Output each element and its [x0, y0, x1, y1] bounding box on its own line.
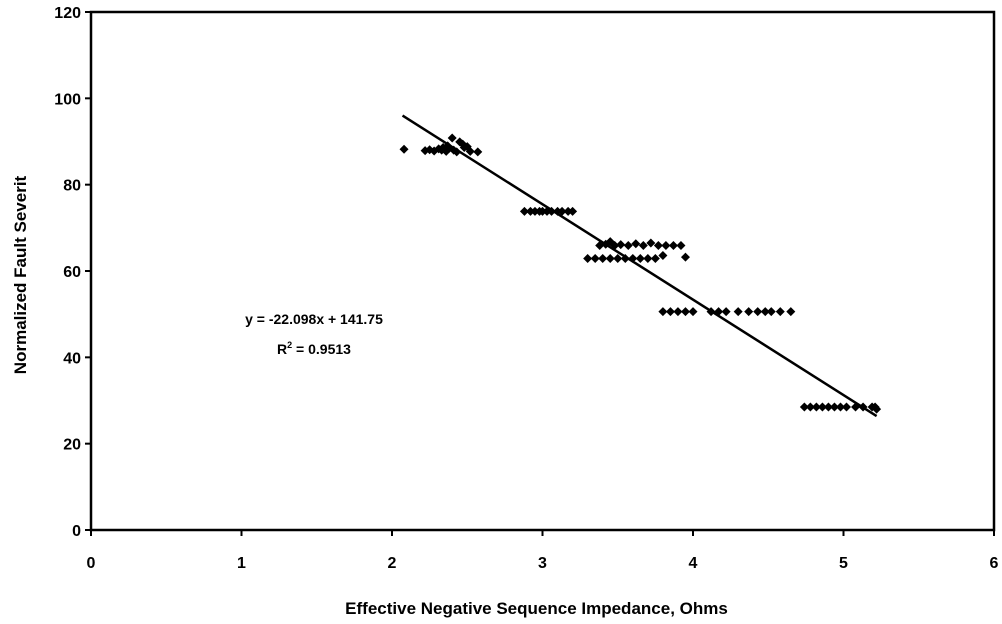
y-axis-title: Normalized Fault Severit	[11, 175, 30, 374]
data-point	[799, 402, 809, 412]
data-point	[519, 206, 529, 216]
plot-area-border	[89, 10, 996, 532]
data-point	[733, 307, 743, 317]
data-point	[613, 253, 623, 263]
data-point	[568, 206, 578, 216]
data-point	[583, 253, 593, 263]
data-point	[706, 307, 716, 317]
data-point	[465, 146, 475, 156]
r-squared-value: = 0.9513	[292, 341, 351, 357]
data-point	[786, 307, 796, 317]
data-point	[628, 253, 638, 263]
data-point	[673, 307, 683, 317]
data-point	[653, 241, 663, 251]
data-point	[605, 253, 615, 263]
data-point	[661, 241, 671, 251]
data-point	[646, 238, 656, 248]
data-point	[753, 307, 763, 317]
r-squared-superscript: 2	[287, 340, 292, 350]
r-squared-prefix: R	[277, 341, 287, 357]
data-point	[823, 402, 833, 412]
data-point	[635, 253, 645, 263]
data-point	[620, 253, 630, 263]
data-point	[643, 253, 653, 263]
data-point	[610, 241, 620, 251]
x-tick-label: 0	[87, 555, 96, 572]
y-tick-label: 0	[72, 523, 81, 540]
data-point	[623, 241, 633, 251]
x-axis-title: Effective Negative Sequence Impedance, O…	[345, 599, 728, 618]
data-point	[665, 307, 675, 317]
data-point	[547, 206, 557, 216]
data-point	[538, 206, 547, 216]
r-squared-label: R2 = 0.9513	[277, 340, 351, 357]
data-point	[817, 402, 827, 412]
x-tick-label: 2	[388, 555, 397, 572]
data-point	[851, 402, 861, 412]
data-point	[616, 240, 626, 250]
data-point	[525, 206, 535, 216]
data-point	[835, 402, 845, 412]
data-point	[668, 241, 678, 251]
data-point	[399, 144, 409, 154]
data-point	[557, 206, 567, 216]
x-tick-label: 6	[990, 555, 999, 572]
data-point	[631, 239, 641, 249]
data-point	[760, 307, 770, 317]
data-point	[680, 307, 690, 317]
y-tick-label: 40	[63, 350, 81, 367]
trendline	[401, 114, 878, 418]
data-point	[530, 206, 540, 216]
data-point	[872, 404, 882, 414]
data-point	[721, 307, 731, 317]
data-point	[590, 253, 600, 263]
data-point	[447, 133, 457, 143]
data-point	[473, 147, 483, 157]
data-point	[805, 402, 815, 412]
data-point	[595, 241, 605, 251]
data-point	[858, 402, 868, 412]
data-point	[638, 241, 648, 251]
data-point	[766, 307, 776, 317]
data-point	[658, 250, 668, 260]
data-point	[811, 402, 821, 412]
trendline-equation: y = -22.098x + 141.75	[245, 311, 383, 327]
data-point	[775, 307, 785, 317]
data-point	[744, 307, 754, 317]
data-point	[563, 206, 573, 216]
data-point	[676, 241, 686, 251]
data-point	[680, 252, 690, 262]
data-point	[650, 253, 660, 263]
data-point	[842, 402, 852, 412]
y-tick-label: 80	[63, 178, 81, 195]
data-point	[598, 253, 608, 263]
data-point	[542, 206, 552, 216]
x-tick-label: 1	[237, 555, 246, 572]
data-point	[553, 206, 563, 216]
y-tick-label: 60	[63, 264, 81, 281]
y-tick-label: 20	[63, 437, 81, 454]
x-tick-label: 5	[839, 555, 848, 572]
y-tick-label: 100	[54, 91, 81, 108]
data-point	[714, 307, 724, 317]
data-point	[452, 147, 462, 157]
x-tick-label: 3	[538, 555, 547, 572]
y-tick-label: 120	[54, 5, 81, 22]
data-point	[688, 307, 698, 317]
data-point	[658, 307, 668, 317]
x-tick-label: 4	[689, 555, 698, 572]
data-point	[829, 402, 839, 412]
